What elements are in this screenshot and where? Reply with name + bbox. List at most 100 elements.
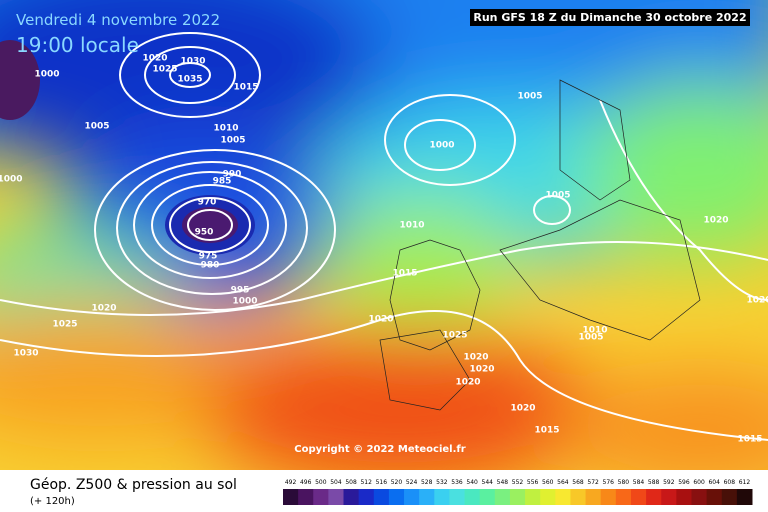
scale-label: 556	[527, 479, 539, 486]
scale-label: 608	[724, 479, 736, 486]
isobar-label: 1015	[737, 435, 762, 445]
isobar-label: 1020	[510, 404, 535, 414]
scale-label: 544	[482, 479, 494, 486]
scale-swatch	[706, 489, 723, 505]
scale-label: 532	[436, 479, 448, 486]
isobar-label: 1005	[517, 92, 542, 102]
scale-swatch	[570, 489, 587, 505]
time: 19:00 locale	[16, 33, 139, 57]
scale-label: 584	[633, 479, 645, 486]
scale-swatch	[525, 489, 541, 505]
isobar-label: 1020	[703, 216, 728, 226]
scale-swatch	[630, 489, 647, 505]
scale-label: 508	[345, 479, 357, 486]
scale-swatch	[600, 489, 617, 505]
scale-label: 540	[466, 479, 478, 486]
isobar-label: 1025	[442, 331, 467, 341]
scale-swatch	[388, 489, 405, 505]
isobar-label: 1020	[91, 304, 116, 314]
isobar-label: 1015	[233, 83, 258, 93]
scale-label: 496	[300, 479, 312, 486]
scale-label: 548	[497, 479, 509, 486]
scale-label: 536	[451, 479, 463, 486]
isobar-label: 1005	[220, 136, 245, 146]
footer-lead: (+ 120h)	[30, 496, 75, 507]
scale-swatch	[555, 489, 571, 505]
scale-swatch	[509, 489, 526, 505]
isobar-label: 1000	[34, 70, 59, 80]
scale-label: 524	[406, 479, 418, 486]
scale-label: 576	[603, 479, 615, 486]
footer-title: Géop. Z500 & pression au sol	[30, 477, 237, 493]
scale-label: 604	[708, 479, 720, 486]
scale-label: 568	[572, 479, 584, 486]
scale-label: 528	[421, 479, 433, 486]
scale-swatch	[358, 489, 375, 505]
isobar-label: 1025	[152, 65, 177, 75]
isobar-label: 980	[201, 261, 220, 271]
isobar-label: 1030	[180, 57, 205, 67]
isobar-label: 970	[198, 198, 217, 208]
scale-label: 592	[663, 479, 675, 486]
isobar-label: 1000	[429, 141, 454, 151]
scale-swatch	[615, 489, 632, 505]
isobar-label: 1020	[368, 315, 393, 325]
scale-label: 600	[693, 479, 705, 486]
scale-label: 512	[360, 479, 372, 486]
scale-swatch	[449, 489, 466, 505]
scale-swatch	[434, 489, 450, 505]
scale-label: 572	[587, 479, 599, 486]
isobar-label: 950	[195, 228, 214, 238]
color-scale: 492 496 500 504 508 512 516 520 524 528 532 536 540 5…	[283, 479, 753, 505]
isobar-label: 1020	[746, 296, 768, 306]
isobar-label: 1020	[463, 353, 488, 363]
run-banner	[470, 9, 750, 26]
scale-swatch	[464, 489, 481, 505]
scale-swatch	[494, 489, 511, 505]
isobar-label: 1020	[469, 365, 494, 375]
scale-swatch	[585, 489, 602, 505]
isobar-label: 1030	[13, 349, 38, 359]
isobar-label: 1005	[578, 333, 603, 343]
scale-label: 580	[618, 479, 630, 486]
isobar-label: 1010	[582, 326, 607, 336]
scale-label: 596	[678, 479, 690, 486]
isobar-label: 1005	[84, 122, 109, 132]
scale-label: 520	[391, 479, 403, 486]
scale-label: 492	[285, 479, 297, 486]
isobar-label: 1035	[177, 75, 202, 85]
isobar-label: 1020	[455, 378, 480, 388]
isobar-label: 1010	[399, 221, 424, 231]
scale-label: 560	[542, 479, 554, 486]
scale-label: 500	[315, 479, 327, 486]
scale-label: 588	[648, 479, 660, 486]
isobar-label: 995	[231, 286, 250, 296]
scale-swatch	[646, 489, 662, 505]
isobar-label: 1015	[392, 269, 417, 279]
scale-swatch	[313, 489, 329, 505]
scale-label: 552	[512, 479, 524, 486]
scale-label: 516	[376, 479, 388, 486]
isobar-label: 1005	[545, 191, 570, 201]
scale-swatch	[676, 489, 692, 505]
scale-swatch	[691, 489, 708, 505]
isobar-label: 1000	[232, 297, 257, 307]
isobar-label: 990	[223, 170, 242, 180]
scale-swatch	[736, 489, 753, 505]
scale-swatch	[298, 489, 314, 505]
isobar-label: 985	[213, 177, 232, 187]
scale-swatch	[328, 489, 345, 505]
isobar-label: 975	[199, 252, 218, 262]
scale-swatch	[721, 489, 738, 505]
scale-swatch	[419, 489, 435, 505]
scale-swatch	[404, 489, 420, 505]
scale-label: 504	[330, 479, 342, 486]
scale-label: 564	[557, 479, 569, 486]
date: Vendredi 4 novembre 2022	[16, 11, 220, 29]
scale-swatch	[343, 489, 360, 505]
isobar-label: 1010	[213, 124, 238, 134]
scale-swatch	[283, 489, 299, 505]
